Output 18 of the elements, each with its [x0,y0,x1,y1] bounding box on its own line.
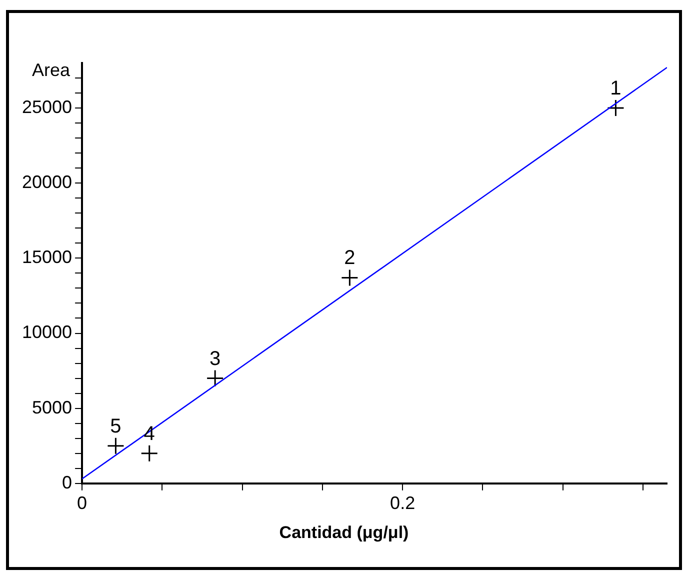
y-tick-label: 20000 [22,172,72,192]
annotation: 5 [110,415,122,438]
y-axis-title: Area [32,60,72,80]
point [140,444,158,462]
x-tick-label: 0.2 [390,493,416,514]
annotation: 3 [210,348,221,370]
annotation: 1 [610,78,622,100]
y-tick-label: 0 [62,472,72,492]
y-tick-label: 10000 [22,322,72,342]
y-tick-label: 15000 [22,247,72,268]
point [340,268,358,286]
point [606,99,624,117]
annotation: 2 [344,247,356,270]
y-tick-label: 25000 [22,97,72,118]
x-axis-title: Cantidad (μg/μl) [278,523,410,543]
point [206,370,224,388]
point [106,437,124,455]
y-tick-label: 5000 [32,397,72,418]
